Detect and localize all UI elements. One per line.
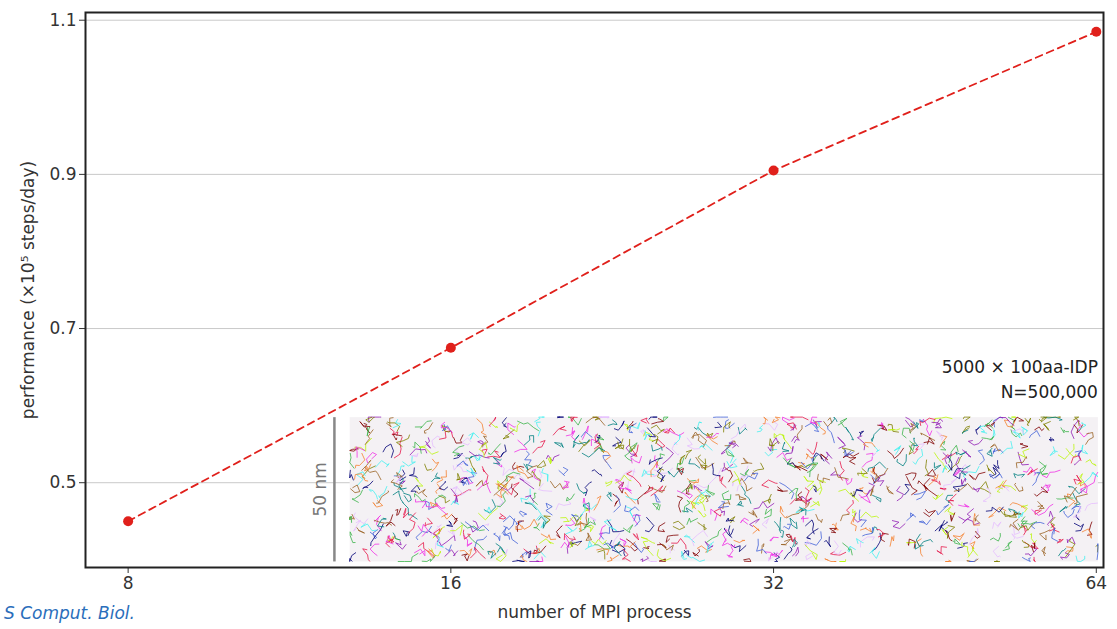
svg-text:5000 × 100aa-IDP: 5000 × 100aa-IDP bbox=[942, 357, 1098, 377]
svg-text:0.7: 0.7 bbox=[49, 318, 76, 338]
svg-text:0.9: 0.9 bbox=[49, 164, 76, 184]
svg-text:64: 64 bbox=[1085, 573, 1107, 593]
html-text:S Comput. Biol.: S Comput. Biol. bbox=[4, 603, 135, 623]
svg-text:1.1: 1.1 bbox=[49, 10, 76, 30]
svg-text:0.5: 0.5 bbox=[49, 472, 76, 492]
svg-text:50 nm: 50 nm bbox=[310, 462, 330, 516]
svg-text:8: 8 bbox=[123, 573, 134, 593]
svg-text:16: 16 bbox=[440, 573, 462, 593]
svg-text:number of MPI process: number of MPI process bbox=[497, 602, 691, 622]
svg-text:performance (×10⁵ steps/day): performance (×10⁵ steps/day) bbox=[18, 161, 38, 419]
svg-text:N=500,000: N=500,000 bbox=[1001, 382, 1098, 402]
svg-text:32: 32 bbox=[763, 573, 785, 593]
